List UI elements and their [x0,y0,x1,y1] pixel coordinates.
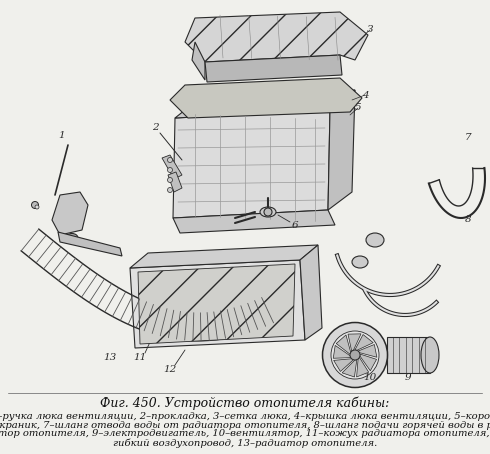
Polygon shape [333,345,351,358]
Polygon shape [348,334,361,351]
Polygon shape [328,90,355,210]
Text: 7: 7 [465,133,471,143]
Ellipse shape [264,208,272,216]
Ellipse shape [366,233,384,247]
Ellipse shape [35,205,39,209]
Text: 9: 9 [405,374,411,383]
Ellipse shape [66,233,78,242]
Ellipse shape [168,178,172,183]
Text: 1–ручка люка вентиляции, 2–прокладка, 3–сетка люка, 4–крышка люка вентиляции, 5–: 1–ручка люка вентиляции, 2–прокладка, 3–… [0,411,490,421]
Ellipse shape [168,158,172,163]
Polygon shape [336,335,351,354]
Polygon shape [168,172,182,192]
Polygon shape [138,264,295,344]
Text: 11: 11 [133,354,147,362]
Polygon shape [173,210,335,233]
Text: Фиг. 450. Устройство отопителя кабины:: Фиг. 450. Устройство отопителя кабины: [100,396,390,410]
Text: диатор отопителя, 9–электродвигатель, 10–вентилятор, 11–кожух радиатора отопител: диатор отопителя, 9–электродвигатель, 10… [0,429,490,439]
Text: 3: 3 [367,25,373,35]
Polygon shape [334,359,353,371]
Text: 1: 1 [59,130,65,139]
Text: 12: 12 [163,365,176,375]
Ellipse shape [331,331,379,379]
Polygon shape [52,192,88,235]
Text: 5: 5 [355,104,361,113]
Polygon shape [173,110,330,218]
Polygon shape [358,345,377,357]
Text: 6–краник, 7–шланг отвода воды от радиатора отопителя, 8–шланг подачи горячей вод: 6–краник, 7–шланг отвода воды от радиато… [0,420,490,429]
Text: гибкий воздухопровод, 13–радиатор отопителя.: гибкий воздухопровод, 13–радиатор отопит… [113,438,377,448]
Polygon shape [130,245,318,268]
Text: 13: 13 [103,354,117,362]
Ellipse shape [31,202,39,208]
Polygon shape [355,335,373,350]
Ellipse shape [168,188,172,192]
Polygon shape [130,260,305,348]
Polygon shape [58,232,122,256]
Polygon shape [162,155,182,179]
Polygon shape [175,90,355,118]
Polygon shape [360,354,376,371]
Polygon shape [170,78,362,118]
Ellipse shape [352,256,368,268]
Text: 2: 2 [152,123,158,133]
Polygon shape [300,245,322,340]
Text: 10: 10 [364,374,377,383]
Text: 8: 8 [465,216,471,224]
Polygon shape [387,337,430,373]
Ellipse shape [260,207,276,217]
Ellipse shape [322,322,388,388]
Polygon shape [357,357,368,377]
Polygon shape [342,360,357,377]
Text: 4: 4 [362,90,368,99]
Polygon shape [192,42,205,80]
Polygon shape [205,55,342,82]
Ellipse shape [421,337,439,373]
Polygon shape [185,12,368,62]
Text: 6: 6 [292,221,298,230]
Ellipse shape [350,350,360,360]
Ellipse shape [168,168,172,173]
